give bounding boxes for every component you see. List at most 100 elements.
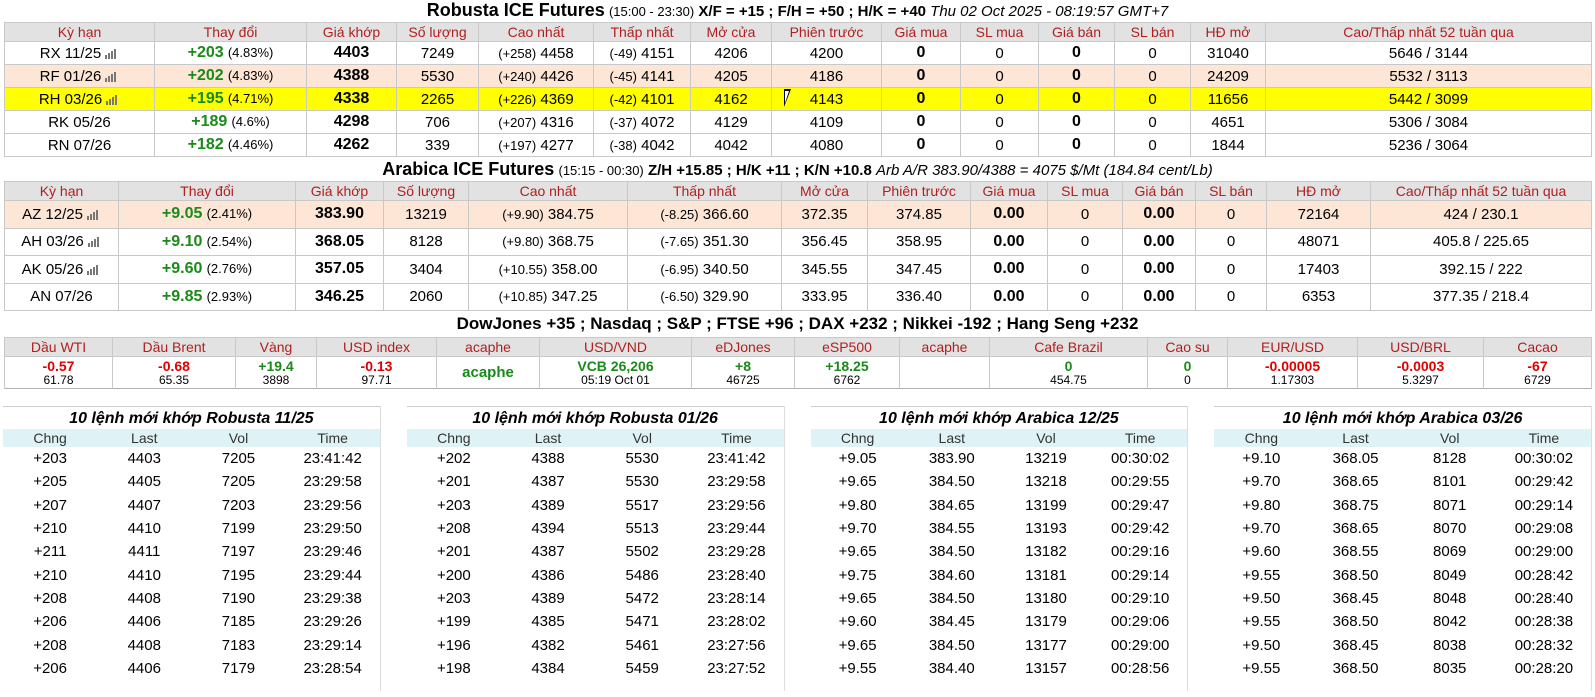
bar-chart-icon[interactable] (86, 209, 101, 220)
bar-chart-icon[interactable] (87, 236, 102, 248)
trade-column-header: Chng (3, 429, 98, 447)
trade-change: +198 (436, 659, 471, 677)
contract-term[interactable]: AH 03/26 (21, 233, 84, 251)
contract-row[interactable]: RX 11/25 +203 (4.83%) 4403 7249 (+258) 4458(… (4, 41, 1592, 65)
trade-last: 368.45 (1332, 636, 1379, 654)
bar-chart-icon[interactable] (105, 48, 119, 59)
contract-term-cell[interactable]: RK 05/26 (4, 110, 155, 134)
recent-trades-panel: 10 lệnh mới khớp Arabica 12/25 Chng Last Vo… (810, 406, 1189, 691)
trade-time: 23:28:02 (707, 613, 766, 631)
recent-trades-panel: 10 lệnh mới khớp Robusta 11/25 Chng Last Vo… (3, 406, 381, 691)
column-header: Cao nhất (478, 22, 594, 42)
contract-term[interactable]: AK 05/26 (21, 260, 84, 278)
trade-row: +210 4410 7195 23:29:44 (3, 563, 380, 586)
trade-last: 368.45 (1332, 589, 1379, 607)
market-label: acaphe (436, 337, 540, 357)
trade-change: +203 (33, 450, 67, 468)
ask-quantity: 0 (1195, 227, 1267, 256)
bid-quantity: 0 (960, 133, 1039, 157)
contract-term-cell[interactable]: RF 01/26 (4, 64, 155, 88)
trade-change: +210 (33, 566, 67, 584)
open-price: 4206 (690, 41, 772, 65)
contract-term-cell[interactable]: AH 03/26 (4, 227, 119, 256)
last-price-value: 357.05 (315, 260, 364, 278)
last-price-value: 4338 (333, 90, 370, 107)
trade-last: 4406 (127, 659, 161, 677)
ask-price-value: 0 (1072, 44, 1081, 61)
contract-term[interactable]: RX 11/25 (39, 44, 102, 62)
trade-last: 384.50 (928, 473, 975, 491)
trade-last: 4407 (127, 496, 161, 514)
contract-term-cell[interactable]: RX 11/25 (4, 41, 155, 65)
ask-price: 0 (1038, 110, 1115, 134)
contract-row[interactable]: RF 01/26 +202 (4.83%) 4388 5530 (+240) 4426(… (4, 64, 1592, 88)
high-cell: (+197) 4277 (478, 133, 594, 157)
column-header: Mở cửa (781, 181, 868, 201)
ask-price: 0 (1038, 64, 1115, 88)
previous-close: 4186 (771, 64, 882, 88)
change-cell: +189 (4.6%) (154, 110, 307, 134)
contract-term-cell[interactable]: AN 07/26 (4, 282, 119, 311)
trade-change: +202 (436, 450, 471, 468)
trade-column-header: Vol (1402, 429, 1497, 447)
trade-row: +9.75 384.60 13181 00:29:14 (811, 563, 1188, 586)
low-cell: (-7.65) 351.30 (627, 227, 782, 256)
trade-time: 00:29:42 (1110, 520, 1170, 538)
market-value: 65.35 (158, 372, 190, 387)
ask-price: 0.00 (1122, 255, 1196, 284)
trade-time: 23:29:56 (707, 496, 766, 514)
contract-term[interactable]: RH 03/26 (38, 90, 103, 108)
trade-change: +203 (436, 589, 471, 607)
trade-time: 00:28:42 (1514, 566, 1574, 584)
contract-row[interactable]: AN 07/26 +9.85 (2.93%) 346.25 2060 (+10.85) … (4, 282, 1592, 311)
trade-change: +201 (436, 473, 471, 491)
market-cell: 0 454.75 (989, 356, 1148, 389)
last-price: 4262 (306, 133, 397, 157)
trade-time: 23:29:46 (303, 543, 362, 561)
contract-term-cell[interactable]: RH 03/26 (4, 87, 155, 111)
contract-term-cell[interactable]: RN 07/26 (4, 133, 155, 157)
volume: 13219 (383, 200, 469, 229)
robusta-spreads: X/F = +15 ; F/H = +50 ; H/K = +40 (698, 3, 926, 20)
contract-row[interactable]: AK 05/26 +9.60 (2.76%) 357.05 3404 (+10.55) … (4, 255, 1592, 284)
contract-row[interactable]: RN 07/26 +182 (4.46%) 4262 339 (+197) 4277 (-… (4, 133, 1592, 157)
contract-term[interactable]: AN 07/26 (30, 288, 93, 306)
trade-volume: 5530 (625, 450, 659, 468)
contract-term[interactable]: AZ 12/25 (22, 205, 83, 223)
trade-column-header: Time (1093, 429, 1188, 447)
trade-change: +9.65 (838, 543, 877, 561)
bar-chart-icon[interactable] (106, 94, 120, 105)
trade-row: +206 4406 7185 23:29:26 (3, 610, 380, 633)
column-header: HĐ mở (1266, 181, 1371, 201)
update-datetime: Thu 02 Oct 2025 - 08:19:57 GMT+7 (930, 3, 1169, 20)
column-header: SL bán (1114, 22, 1191, 42)
recent-trades-title: 10 lệnh mới khớp Robusta 11/25 (3, 406, 380, 429)
trade-change: +9.50 (1242, 636, 1281, 654)
trade-volume: 5472 (625, 589, 659, 607)
contract-term[interactable]: RF 01/26 (39, 67, 102, 85)
recent-trades-title: 10 lệnh mới khớp Arabica 12/25 (810, 406, 1188, 429)
change-value: +9.60 (161, 260, 203, 278)
bid-price-value: 0.00 (993, 205, 1025, 223)
market-label: eSP500 (794, 337, 900, 357)
contract-term-cell[interactable]: AZ 12/25 (4, 200, 119, 229)
contract-term-cell[interactable]: AK 05/26 (4, 255, 119, 284)
week52-range: 5236 / 3064 (1265, 133, 1592, 157)
trade-volume: 5486 (625, 566, 659, 584)
contract-row[interactable]: RH 03/26 +195 (4.71%) 4338 2265 (+226) 4369(… (4, 87, 1592, 111)
trade-last: 384.50 (928, 589, 975, 607)
trade-change: +210 (33, 520, 67, 538)
bar-chart-icon[interactable] (105, 71, 119, 82)
week52-range: 5442 / 3099 (1265, 87, 1592, 111)
bar-chart-icon[interactable] (87, 264, 101, 275)
trade-column-header: Time (689, 429, 784, 447)
contract-row[interactable]: AH 03/26 +9.10 (2.54%) 368.05 8128 (+9.80) 3… (4, 227, 1592, 256)
market-change: -0.00005 (1264, 357, 1321, 374)
open-interest: 48071 (1266, 227, 1371, 256)
trade-time: 00:29:47 (1110, 496, 1170, 514)
contract-term[interactable]: RK 05/26 (48, 113, 111, 131)
contract-row[interactable]: RK 05/26 +189 (4.6%) 4298 706 (+207) 4316 (-3… (4, 110, 1592, 134)
high-value: 4277 (540, 136, 574, 154)
contract-term[interactable]: RN 07/26 (47, 136, 112, 154)
contract-row[interactable]: AZ 12/25 +9.05 (2.41%) 383.90 13219 (+9.90) … (4, 200, 1592, 229)
